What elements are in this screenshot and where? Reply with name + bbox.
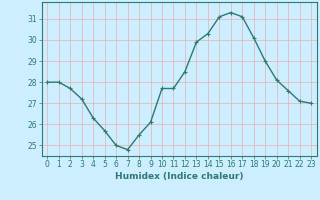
X-axis label: Humidex (Indice chaleur): Humidex (Indice chaleur) bbox=[115, 172, 244, 181]
